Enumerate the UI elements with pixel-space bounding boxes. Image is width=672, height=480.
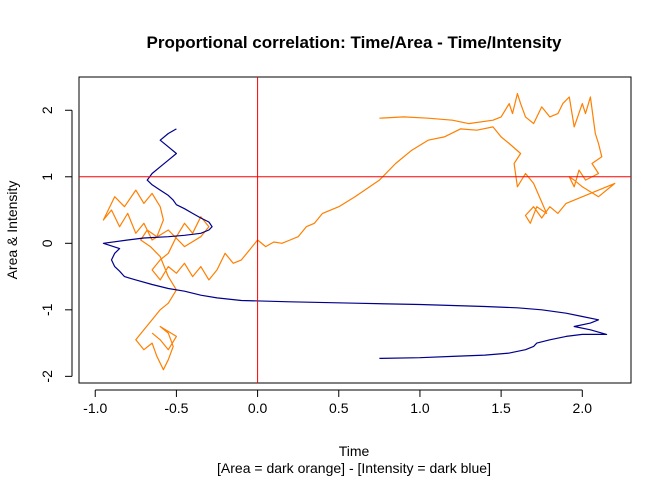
y-axis: -2 -1 0 1 2: [39, 106, 73, 383]
x-tick-label: -1.0: [83, 400, 107, 416]
plot-area: [78, 76, 632, 384]
x-tick-label: 0.5: [329, 400, 349, 416]
x-axis-label: Time: [339, 443, 370, 459]
reference-lines: [79, 77, 631, 383]
y-tick-label: 2: [39, 106, 55, 114]
series-line-1: [102, 128, 608, 359]
y-tick-label: -2: [39, 370, 55, 383]
chart-title: Proportional correlation: Time/Area - Ti…: [146, 33, 562, 52]
x-tick-label: 1.5: [491, 400, 511, 416]
x-axis-sublabel: [Area = dark orange] - [Intensity = dark…: [217, 460, 491, 476]
x-axis: -1.0 -0.5 0.0 0.5 1.0 1.5 2.0: [83, 389, 593, 416]
plot-frame: [78, 76, 632, 384]
x-tick-label: 0.0: [248, 400, 268, 416]
series-line-0: [102, 92, 616, 371]
x-tick-label: -0.5: [164, 400, 188, 416]
x-tick-label: 1.0: [410, 400, 430, 416]
x-tick-label: 2.0: [573, 400, 593, 416]
y-tick-label: 1: [39, 173, 55, 181]
y-tick-label: -1: [39, 303, 55, 316]
y-tick-label: 0: [39, 239, 55, 247]
series-layer: [102, 92, 616, 371]
y-axis-label: Area & Intensity: [4, 181, 20, 280]
